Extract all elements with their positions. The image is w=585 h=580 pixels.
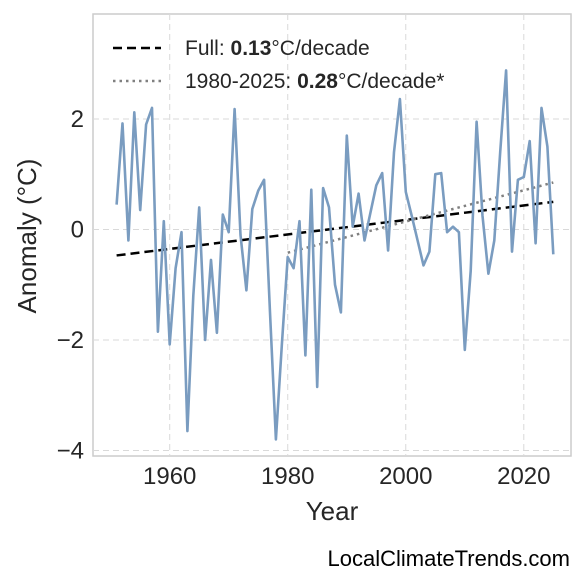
series-line (115, 69, 555, 441)
legend-label-full: Full: 0.13°C/decade (185, 37, 370, 60)
x-tick-label: 1980 (261, 463, 314, 490)
legend-full-suffix: °C/decade (271, 37, 369, 60)
legend-full-value: 0.13 (231, 37, 272, 60)
watermark: LocalClimateTrends.com (327, 546, 571, 571)
legend-label-recent: 1980-2025: 0.28°C/decade* (185, 70, 444, 93)
x-axis-label: Year (306, 496, 359, 526)
y-tick-label: −4 (57, 437, 84, 464)
y-tick-label: 0 (71, 216, 84, 243)
legend-recent-value: 0.28 (297, 70, 338, 93)
trend-line-full (116, 200, 554, 257)
legend-recent-prefix: 1980-2025: (185, 70, 297, 93)
legend: Full: 0.13°C/decade 1980-2025: 0.28°C/de… (113, 37, 444, 93)
y-tick-label: −2 (57, 327, 84, 354)
x-tick-labels: 1960 1980 2000 2020 (143, 463, 550, 490)
y-tick-labels: −4 −2 0 2 (57, 106, 84, 465)
y-axis-label: Anomaly (°C) (12, 159, 42, 314)
x-tick-label: 2000 (379, 463, 432, 490)
legend-full-prefix: Full: (185, 37, 231, 60)
y-tick-label: 2 (71, 106, 84, 133)
x-tick-label: 1960 (143, 463, 196, 490)
legend-recent-suffix: °C/decade* (338, 70, 444, 93)
data-series (115, 69, 555, 441)
x-tick-label: 2020 (497, 463, 550, 490)
